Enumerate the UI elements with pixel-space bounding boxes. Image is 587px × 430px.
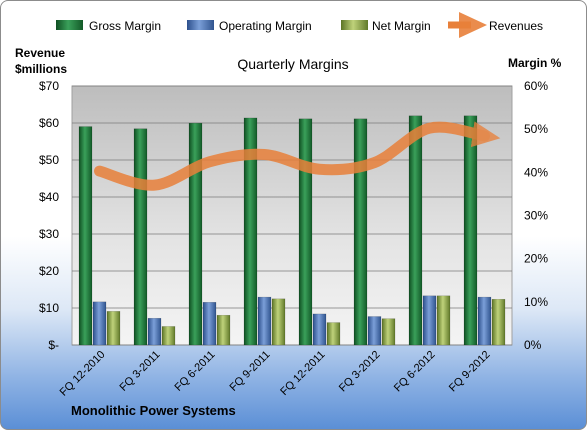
- right-tick-label: 0%: [524, 338, 542, 352]
- operating-margin-bar: [312, 313, 327, 346]
- net-margin-bar: [271, 298, 286, 346]
- left-axis-label-line2: $millions: [15, 62, 67, 76]
- legend: Gross Margin Operating Margin Net Margin…: [56, 12, 543, 38]
- operating-margin-bar: [147, 317, 162, 346]
- net-margin-bar: [436, 295, 451, 346]
- left-tick-label: $30: [39, 227, 59, 241]
- legend-label-revenues: Revenues: [489, 19, 543, 33]
- net-margin-bar: [381, 318, 396, 346]
- category-label: FQ 3-2011: [118, 349, 163, 394]
- legend-swatch-gross: [56, 20, 83, 30]
- right-tick-label: 40%: [524, 165, 548, 179]
- chart-title: Quarterly Margins: [237, 56, 348, 72]
- legend-swatch-operating: [187, 20, 214, 30]
- operating-margin-bar: [422, 295, 437, 346]
- operating-margin-bar: [477, 296, 492, 346]
- legend-label-gross: Gross Margin: [89, 19, 161, 33]
- left-tick-label: $20: [39, 264, 59, 278]
- legend-label-net: Net Margin: [372, 19, 431, 33]
- category-label: FQ 12-2010: [58, 349, 108, 399]
- operating-margin-bar: [202, 302, 217, 346]
- gross-margin-bar: [188, 122, 203, 346]
- right-tick-label: 20%: [524, 252, 548, 266]
- gross-margin-bar: [133, 128, 148, 346]
- gross-margin-bar: [78, 126, 93, 346]
- legend-label-operating: Operating Margin: [219, 19, 312, 33]
- left-tick-label: $60: [39, 116, 59, 130]
- right-tick-label: 10%: [524, 295, 548, 309]
- left-axis-label-line1: Revenue: [15, 46, 65, 60]
- gross-margin-bar: [408, 115, 423, 346]
- revenue-line-group: [94, 121, 501, 191]
- right-tick-label: 60%: [524, 79, 548, 93]
- gross-margin-bar: [298, 118, 313, 346]
- left-tick-label: $40: [39, 190, 59, 204]
- gross-margin-bar: [353, 118, 368, 346]
- gross-margin-bar: [463, 115, 478, 346]
- right-axis-ticks: 0% 10% 20% 30% 40% 50% 60%: [524, 79, 548, 352]
- category-label: FQ 3-2012: [337, 349, 383, 395]
- net-margin-bar: [106, 311, 121, 346]
- category-label: FQ 12-2011: [278, 349, 327, 398]
- category-label: FQ 6-2012: [392, 349, 438, 395]
- left-tick-label: $50: [39, 153, 59, 167]
- net-margin-bar: [326, 322, 341, 346]
- revenues-line: [94, 121, 501, 191]
- category-label: FQ 9-2011: [228, 349, 273, 394]
- left-axis-ticks: $- $10 $20 $30 $40 $50 $60 $70: [39, 79, 59, 352]
- net-margin-bar: [491, 298, 506, 346]
- category-labels: FQ 12-2010 FQ 3-2011 FQ 6-2011 FQ 9-2011 FQ …: [58, 349, 493, 399]
- legend-swatch-net: [341, 20, 368, 30]
- operating-margin-bar: [367, 316, 382, 346]
- left-tick-label: $10: [39, 301, 59, 315]
- company-name: Monolithic Power Systems: [71, 403, 236, 418]
- net-margin-bar: [216, 314, 231, 346]
- operating-margin-bar: [92, 301, 107, 346]
- gross-margin-bar: [243, 117, 258, 346]
- left-tick-label: $-: [48, 338, 59, 352]
- left-tick-label: $70: [39, 79, 59, 93]
- category-label: FQ 6-2011: [173, 349, 218, 394]
- operating-margin-bar: [257, 296, 272, 346]
- right-axis-label: Margin %: [508, 56, 562, 70]
- net-margin-bar: [161, 326, 176, 346]
- right-tick-label: 50%: [524, 122, 548, 136]
- right-tick-label: 30%: [524, 209, 548, 223]
- category-label: FQ 9-2012: [447, 349, 493, 395]
